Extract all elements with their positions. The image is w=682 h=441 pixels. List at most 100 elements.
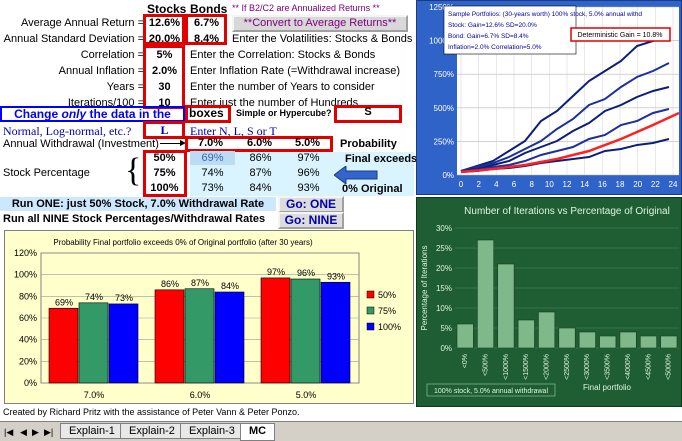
bar-50%-6.0% bbox=[154, 289, 185, 384]
stock-pct-75[interactable]: 75% bbox=[153, 167, 176, 179]
result-100-6: 84% bbox=[249, 182, 272, 194]
x-tick-label: <500% bbox=[482, 354, 489, 376]
tab-explain-3[interactable]: Explain-3 bbox=[180, 423, 244, 439]
simple-label: Simple or Hypercube? bbox=[236, 108, 332, 118]
y-tick-label: 15% bbox=[436, 284, 452, 293]
y-tick-label: 250% bbox=[434, 137, 454, 146]
data-label: 86% bbox=[161, 279, 179, 289]
stock-pct-50[interactable]: 50% bbox=[153, 152, 176, 164]
y-tick-label: 20% bbox=[436, 264, 452, 273]
change-only: only bbox=[61, 107, 87, 121]
x-tick-label: <5000% bbox=[666, 354, 673, 380]
y-tick-label: 500% bbox=[434, 104, 454, 113]
data-label: 69% bbox=[55, 297, 73, 307]
legend-box bbox=[443, 5, 577, 55]
tab-explain-1[interactable]: Explain-1 bbox=[60, 423, 124, 439]
dist-hint: Enter N, L, S or T bbox=[190, 124, 277, 138]
result-75-7: 74% bbox=[201, 167, 224, 179]
years-desc: Enter the number of Years to consider bbox=[190, 81, 375, 93]
tab-nav-prev-icon[interactable]: ◀ bbox=[20, 427, 27, 437]
x-tick-label: <4000% bbox=[625, 354, 632, 380]
years-value[interactable]: 30 bbox=[158, 81, 171, 93]
x-tick-label: 0 bbox=[459, 180, 464, 189]
hist-bar-<4500% bbox=[639, 335, 657, 349]
hist-bar-<0% bbox=[456, 323, 474, 349]
y-tick-label: 0% bbox=[442, 171, 454, 180]
simple-box bbox=[334, 105, 402, 123]
data-label: 96% bbox=[297, 268, 315, 278]
withdrawal-label: Annual Withdrawal (Investment) bbox=[3, 138, 159, 150]
withdrawal-rate-1[interactable]: 7.0% bbox=[197, 137, 224, 149]
x-tick-label: 2 bbox=[476, 180, 481, 189]
deterministic-path bbox=[460, 111, 680, 174]
sample-path bbox=[460, 86, 670, 172]
stock-pct-box bbox=[143, 150, 187, 197]
hist-bar-<1500% bbox=[517, 319, 535, 349]
stock-pct-100[interactable]: 100% bbox=[150, 182, 179, 194]
years-label: Years = bbox=[106, 81, 144, 93]
change-banner: Change only the data in the bbox=[0, 106, 185, 122]
result-50-5: 97% bbox=[297, 152, 320, 164]
tab-mc[interactable]: MC bbox=[240, 423, 276, 441]
std-dev-bonds[interactable]: 8.4% bbox=[193, 33, 220, 45]
legend-swatch-50% bbox=[366, 290, 375, 299]
bar-100%-6.0% bbox=[214, 291, 245, 384]
correlation-value[interactable]: 5% bbox=[156, 49, 173, 61]
x-tick-label: <2000% bbox=[543, 354, 550, 380]
stock-pct-label: Stock Percentage bbox=[3, 167, 90, 179]
y-tick-label: 100% bbox=[14, 270, 37, 280]
bar-50%-5.0% bbox=[260, 277, 291, 384]
std-dev-stocks[interactable]: 20.0% bbox=[148, 33, 181, 45]
avg-return-bonds[interactable]: 6.7% bbox=[193, 17, 220, 29]
stocks-header: Stocks bbox=[147, 2, 187, 16]
y-tick-label: 40% bbox=[19, 335, 37, 345]
chart-title: Probability Final portfolio exceeds 0% o… bbox=[53, 238, 313, 247]
tab-explain-2[interactable]: Explain-2 bbox=[120, 423, 184, 439]
zero-original-label: 0% Original bbox=[342, 183, 403, 195]
correlation-desc: Enter the Correlation: Stocks & Bonds bbox=[190, 49, 376, 61]
simple-value[interactable]: S bbox=[364, 106, 372, 118]
convert-button[interactable]: **Convert to Average Returns** bbox=[232, 15, 408, 32]
deterministic-box bbox=[570, 27, 671, 42]
withdrawal-rate-2[interactable]: 6.0% bbox=[246, 137, 273, 149]
inflation-value[interactable]: 2.0% bbox=[151, 65, 178, 77]
tab-nav-first-icon[interactable]: |◀ bbox=[4, 427, 14, 437]
dist-value[interactable]: L bbox=[160, 123, 169, 137]
withdrawal-arrow bbox=[160, 143, 182, 144]
tab-nav-last-icon[interactable]: ▶| bbox=[44, 427, 54, 437]
sample-portfolio-chart: 1250% 1000% 750% 500% 250% 0% 0 2 4 6 8 10 12 14 16 18 2… bbox=[416, 0, 682, 195]
hist-bar-<500% bbox=[477, 239, 495, 349]
iterations-desc: Enter just the number of Hundreds bbox=[190, 97, 359, 109]
y-tick-label: 0% bbox=[440, 344, 452, 353]
dist-box bbox=[143, 121, 185, 139]
legend-line: Inflation=2.0% Correlation=5.0% bbox=[448, 44, 542, 51]
sample-portfolio-svg: 1250%1000%750%500%250%0%0 2 4 6 8 10 12 14 16 18 2… bbox=[429, 3, 680, 189]
stocks-input-box bbox=[143, 14, 185, 45]
result-100-7: 73% bbox=[201, 182, 224, 194]
histogram-footer: 100% stock, 5.0% annual withdrawal bbox=[434, 388, 548, 395]
result-50-6: 86% bbox=[249, 152, 272, 164]
go-nine-button[interactable]: Go: NINE bbox=[278, 212, 344, 229]
withdrawal-rate-3[interactable]: 5.0% bbox=[294, 137, 321, 149]
arrow-left-icon bbox=[333, 165, 378, 185]
x-tick-label: 20 bbox=[633, 180, 642, 189]
x-tick-label: 4 bbox=[494, 180, 499, 189]
bar-100%-5.0% bbox=[320, 281, 351, 384]
x-tick-label: 18 bbox=[616, 180, 625, 189]
bonds-input-box bbox=[185, 14, 227, 45]
y-tick-label: 0% bbox=[24, 378, 37, 388]
go-one-button[interactable]: Go: ONE bbox=[278, 196, 344, 213]
y-tick-label: 1000% bbox=[429, 37, 454, 46]
highlight-cell bbox=[190, 151, 235, 165]
legend-line: Bond: Gain=6.7% SD=8.4% bbox=[448, 33, 529, 40]
hist-bar-<1000% bbox=[497, 263, 515, 349]
legend-label-100%: 100% bbox=[378, 322, 401, 332]
avg-return-stocks[interactable]: 12.6% bbox=[148, 17, 181, 29]
y-tick-label: 5% bbox=[440, 324, 452, 333]
legend-line: Sample Portfolios: (30-years worth) 100%… bbox=[448, 11, 642, 18]
bar-75%-6.0% bbox=[184, 288, 215, 384]
x-tick-label: <2500% bbox=[564, 354, 571, 380]
legend-swatch-100% bbox=[366, 322, 375, 331]
hist-bar-<4000% bbox=[619, 331, 637, 349]
tab-nav-next-icon[interactable]: ▶ bbox=[32, 427, 39, 437]
